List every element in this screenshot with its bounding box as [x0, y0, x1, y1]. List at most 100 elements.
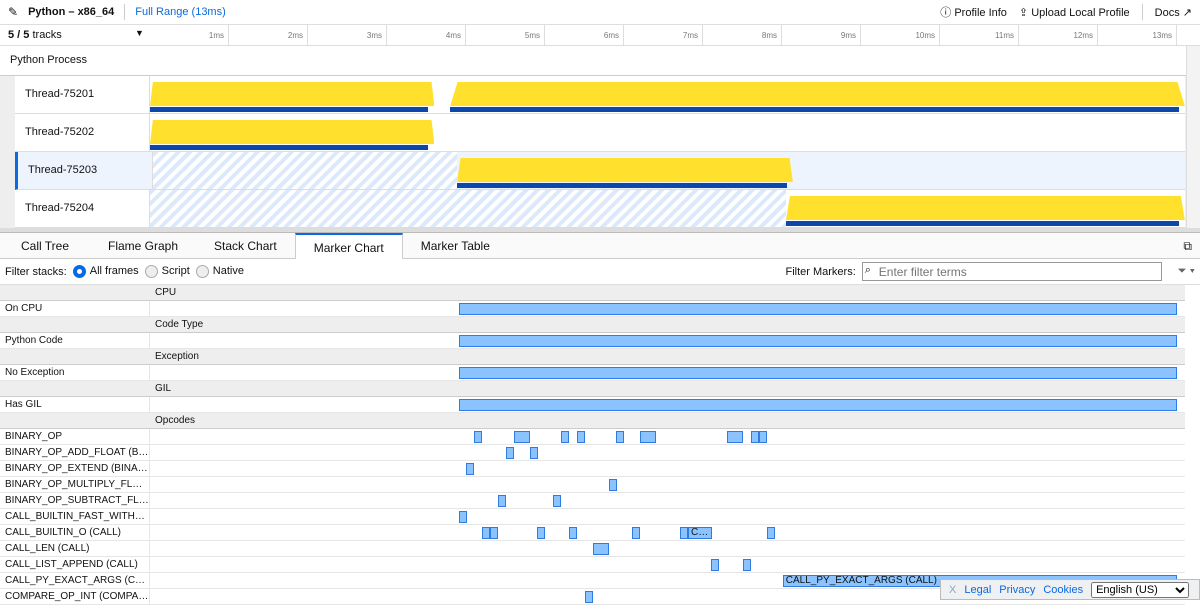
marker[interactable]	[616, 431, 625, 443]
sample-bar[interactable]	[785, 221, 1179, 226]
pencil-icon[interactable]: ✎	[8, 5, 19, 19]
panel-splitter[interactable]	[0, 228, 1200, 233]
divider	[1141, 4, 1143, 20]
privacy-link[interactable]: Privacy	[999, 583, 1036, 596]
marker[interactable]	[458, 511, 467, 523]
thread-track[interactable]: Thread-75202	[15, 114, 1185, 152]
filter-icon[interactable]: ⏷ ▾	[1177, 265, 1195, 277]
marker[interactable]	[458, 303, 1177, 315]
marker[interactable]	[726, 431, 744, 443]
external-link-icon: ↗	[1182, 6, 1192, 19]
marker[interactable]	[473, 431, 482, 443]
marker[interactable]	[585, 591, 594, 603]
marker-row-label: CALL_LEN (CALL)	[0, 541, 150, 556]
radio-script[interactable]: Script	[144, 265, 190, 278]
tab-stack-chart[interactable]: Stack Chart	[214, 239, 277, 253]
thread-label[interactable]: Thread-75201	[15, 76, 150, 113]
idle-hatch	[153, 152, 458, 189]
track-count[interactable]: 5 / 5 tracks	[8, 29, 62, 41]
cookies-link[interactable]: Cookies	[1043, 583, 1084, 596]
tab-call-tree[interactable]: Call Tree	[20, 239, 70, 253]
tab-marker-chart[interactable]: Marker Chart	[294, 233, 403, 259]
marker[interactable]	[529, 447, 538, 459]
marker-row: No Exception	[0, 365, 1185, 381]
thread-track[interactable]: Thread-75201	[15, 76, 1185, 114]
sample-bar[interactable]	[450, 107, 1179, 112]
marker[interactable]	[498, 495, 507, 507]
marker-row-label: CALL_LIST_APPEND (CALL)	[0, 557, 150, 572]
marker[interactable]	[560, 431, 569, 443]
marker-row: CALL_LEN (CALL)	[0, 541, 1185, 557]
language-select[interactable]: English (US)	[1091, 581, 1190, 598]
marker[interactable]	[680, 527, 689, 539]
marker[interactable]	[608, 479, 617, 491]
marker[interactable]	[568, 527, 578, 539]
cpu-graph[interactable]	[457, 158, 793, 182]
tracks-label: tracks	[32, 29, 62, 41]
tracks-dropdown-icon[interactable]: ▼	[135, 28, 144, 38]
close-footer-button[interactable]: X	[949, 583, 957, 596]
tracks-scrollbar[interactable]	[1186, 46, 1200, 228]
tab-flame-graph[interactable]: Flame Graph	[108, 239, 179, 253]
upload-button[interactable]: ⇪ Upload Local Profile	[1019, 6, 1130, 19]
marker[interactable]	[489, 527, 499, 539]
marker[interactable]	[458, 399, 1177, 411]
thread-track[interactable]: Thread-75204	[15, 190, 1185, 228]
sample-bar[interactable]	[457, 183, 787, 188]
marker[interactable]	[537, 527, 546, 539]
thread-label[interactable]: Thread-75204	[15, 190, 150, 227]
thread-label[interactable]: Thread-75203	[18, 152, 153, 189]
radio-native[interactable]: Native	[195, 265, 244, 278]
marker[interactable]	[577, 431, 586, 443]
radio-button[interactable]	[195, 265, 209, 278]
marker-row: CALL_LIST_APPEND (CALL)	[0, 557, 1185, 573]
marker[interactable]	[514, 431, 530, 443]
radio-button[interactable]	[72, 265, 86, 278]
radio-all-frames[interactable]: All frames	[72, 265, 139, 278]
sample-bar[interactable]	[150, 107, 429, 112]
marker-row: On CPU	[0, 301, 1185, 317]
marker[interactable]	[759, 431, 768, 443]
radio-button[interactable]	[144, 265, 158, 278]
marker-row: BINARY_OP_MULTIPLY_FL…	[0, 477, 1185, 493]
marker[interactable]	[552, 495, 561, 507]
marker-row-label: BINARY_OP_EXTEND (BINA…	[0, 461, 150, 476]
marker-filter-input[interactable]	[861, 262, 1162, 281]
marker[interactable]	[506, 447, 515, 459]
docs-link[interactable]: Docs ↗	[1155, 6, 1192, 19]
cpu-graph[interactable]	[150, 82, 435, 106]
marker[interactable]	[481, 527, 490, 539]
marker[interactable]	[631, 527, 640, 539]
filter-markers-label: Filter Markers:	[785, 265, 856, 278]
legal-link[interactable]: Legal	[964, 583, 992, 596]
marker-row-label: BINARY_OP_MULTIPLY_FL…	[0, 477, 150, 492]
marker[interactable]	[458, 367, 1177, 379]
marker[interactable]: C…	[687, 527, 712, 539]
cpu-graph[interactable]	[150, 120, 435, 144]
group-label: Opcodes	[155, 415, 196, 426]
thread-track[interactable]: Thread-75203	[15, 152, 1185, 190]
marker-group-header: Opcodes	[0, 413, 1185, 429]
marker-row: CALL_BUILTIN_FAST_WITH…	[0, 509, 1185, 525]
marker[interactable]	[458, 335, 1177, 347]
process-header[interactable]: Python Process	[0, 46, 1200, 76]
marker[interactable]	[466, 463, 474, 475]
ruler-tick: 11ms	[940, 25, 1019, 45]
cpu-graph[interactable]	[785, 196, 1185, 220]
marker[interactable]	[743, 559, 752, 571]
profile-name[interactable]: Python – x86_64	[28, 6, 115, 18]
radio-label: All frames	[89, 265, 139, 278]
sample-bar[interactable]	[150, 145, 429, 150]
sidebar-toggle-icon[interactable]: ⧉	[1183, 239, 1192, 253]
thread-label[interactable]: Thread-75202	[15, 114, 150, 151]
marker[interactable]	[593, 543, 609, 555]
marker[interactable]	[766, 527, 775, 539]
marker[interactable]	[639, 431, 657, 443]
tab-marker-table[interactable]: Marker Table	[420, 239, 490, 253]
marker[interactable]	[710, 559, 719, 571]
marker-row-label: CALL_PY_EXACT_ARGS (C…	[0, 573, 150, 588]
cpu-graph[interactable]	[450, 82, 1185, 106]
full-range-breadcrumb[interactable]: Full Range (13ms)	[135, 6, 226, 18]
marker[interactable]	[751, 431, 760, 443]
profile-info-button[interactable]: ⓘ Profile Info	[940, 4, 1007, 20]
